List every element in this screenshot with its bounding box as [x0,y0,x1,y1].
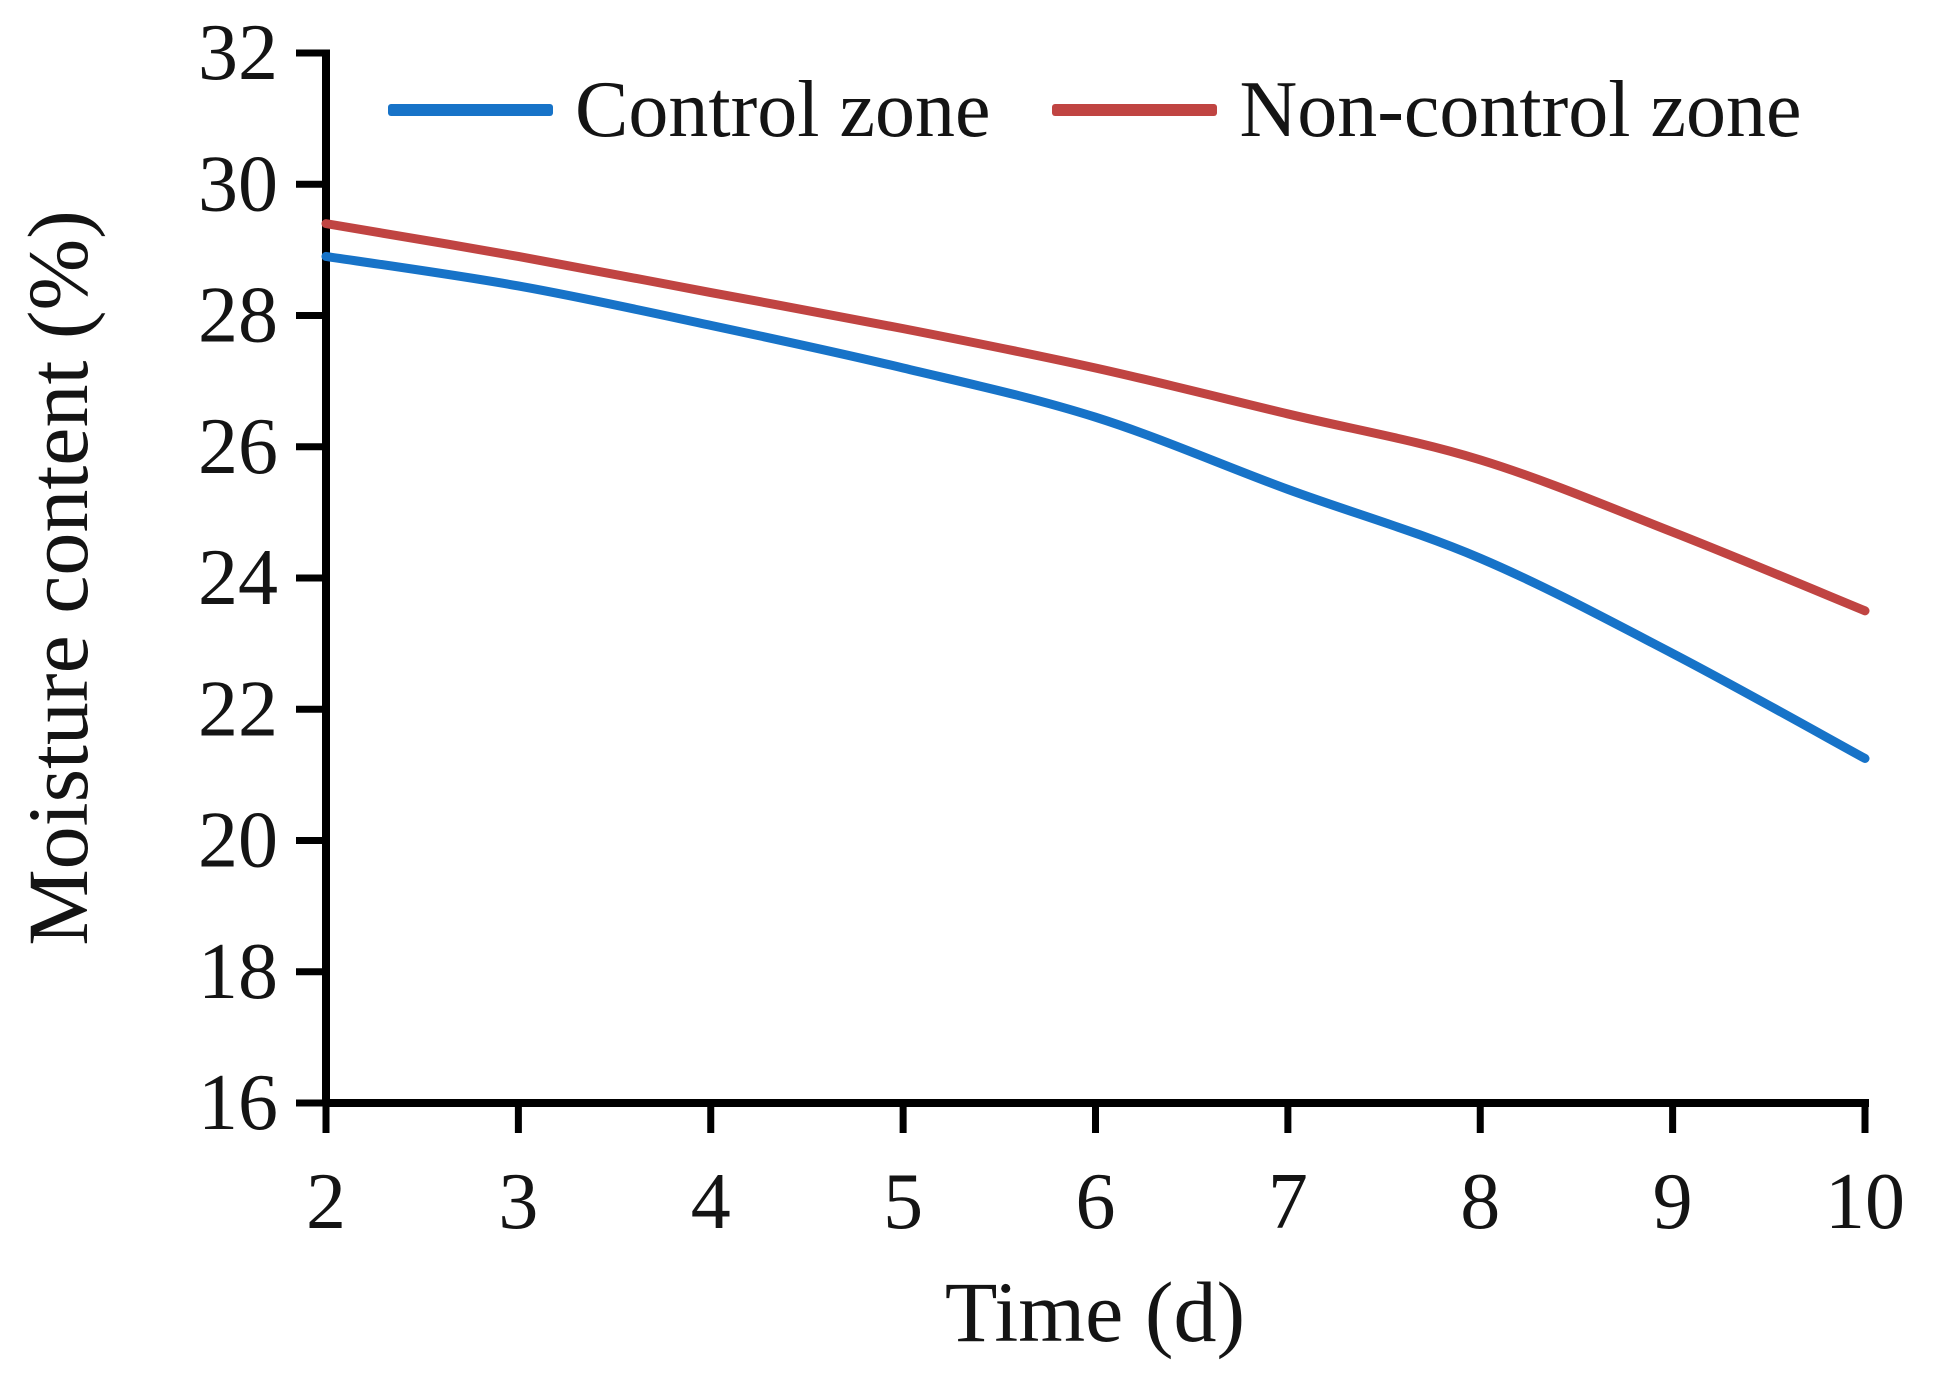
y-axis-title: Moisture content (%) [10,210,106,946]
control-zone-line-swatch [388,104,553,116]
control-zone-line [321,251,1870,763]
y-tick-label: 32 [198,9,278,97]
y-tick-label: 18 [198,928,278,1016]
non-control-zone-line-swatch [1052,104,1218,116]
x-tick-label: 10 [1825,1158,1905,1246]
x-tick-label: 9 [1653,1158,1693,1246]
y-tick-label: 16 [198,1059,278,1147]
x-tick-label: 4 [691,1158,731,1246]
non-control-zone-line [321,219,1870,616]
x-tick-label: 6 [1076,1158,1116,1246]
y-tick-label: 28 [198,272,278,360]
legend-item-non-control-zone: Non-control zone [1052,66,1802,154]
x-tick-label: 3 [498,1158,538,1246]
x-tick-label: 7 [1268,1158,1308,1246]
x-tick-label: 2 [306,1158,346,1246]
legend-label-control-zone: Control zone [575,66,991,154]
y-tick-label: 30 [198,140,278,228]
y-tick-label: 24 [198,534,278,622]
y-tick-label: 26 [198,403,278,491]
legend-item-control-zone: Control zone [388,70,990,150]
legend-label-non-control-zone: Non-control zone [1239,66,1802,154]
y-tick-label: 20 [198,797,278,885]
x-tick-label: 5 [883,1158,923,1246]
x-tick-label: 8 [1460,1158,1500,1246]
x-axis-title: Time (d) [944,1264,1246,1360]
legend: Control zone Non-control zone [388,70,1802,150]
y-tick-label: 22 [198,665,278,753]
